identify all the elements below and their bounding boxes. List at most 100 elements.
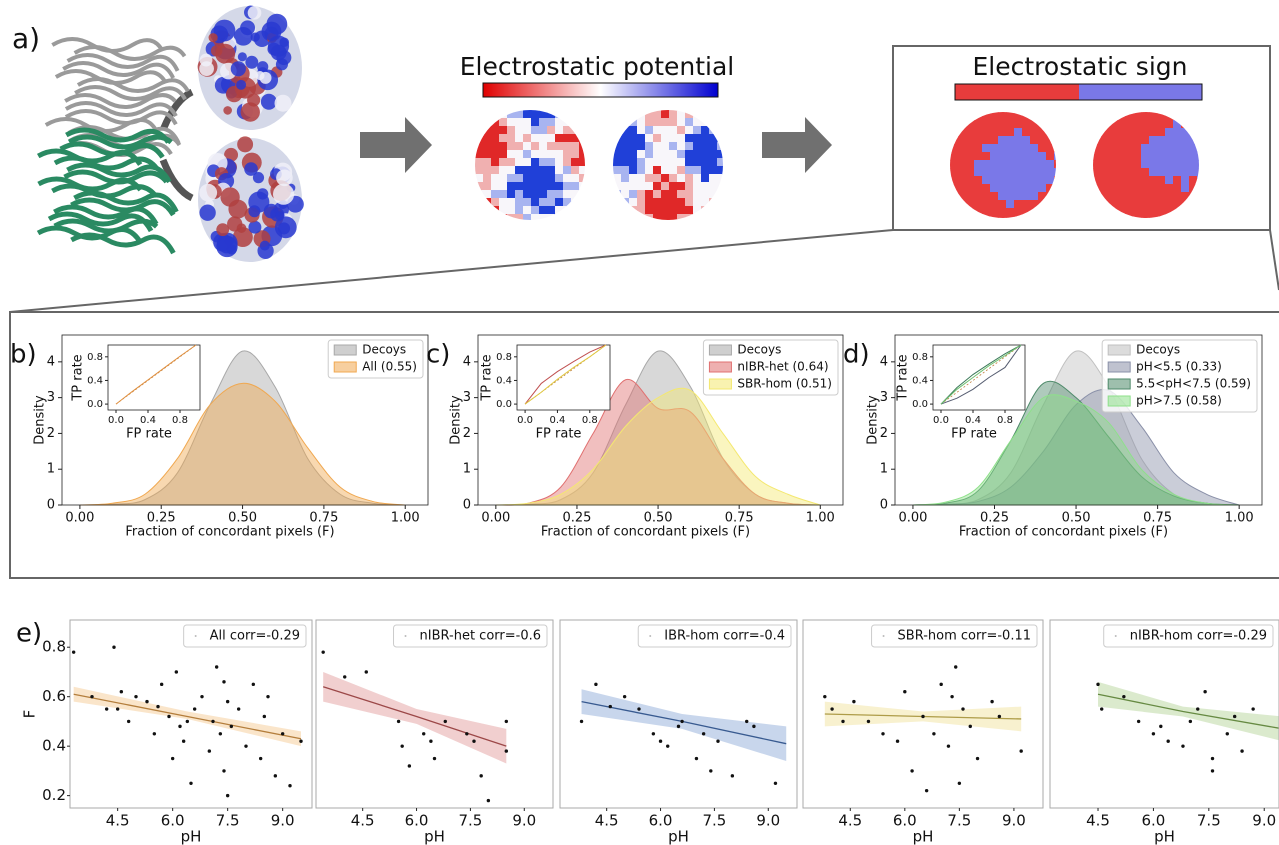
pixel [539,142,548,151]
pixel [637,166,646,175]
panel-label: c) [426,340,450,370]
pixel [982,176,991,185]
pixel [1133,208,1142,217]
surface-patch [244,162,258,176]
pixel [621,214,630,220]
point [299,739,303,743]
density-area [912,380,1240,506]
point [396,719,401,724]
pixel [507,110,516,119]
pixel [1014,208,1023,217]
pixel [475,142,484,151]
pixel [701,214,710,220]
pixel [1197,192,1199,201]
pixel [637,110,646,119]
x-tick-label: 6.0 [161,812,185,830]
pixel [1197,120,1199,129]
pixel [539,150,548,159]
pixel [1141,112,1150,121]
pixel [1046,200,1055,209]
pixel [499,142,508,151]
legend: Decoys pH<5.5 (0.33) 5.5<pH<7.5 (0.59) pH>7… [1101,339,1258,413]
point [343,675,347,679]
pixel [613,150,622,159]
pixel [958,184,967,193]
pixel [653,182,662,191]
pixel [717,142,723,151]
point [975,756,980,761]
pixel [677,134,686,143]
point [961,707,965,711]
pixel [1014,120,1023,129]
pixel [958,176,967,185]
legend-marker [649,635,652,637]
pixel [523,134,532,143]
surface-patch [240,102,260,122]
pixel [693,118,702,127]
pixel [669,110,678,119]
pixel [483,206,492,215]
x-axis-label: pH [424,828,445,845]
point [997,714,1002,719]
pixel [1030,216,1039,218]
pixel [571,198,580,207]
pixel [1038,152,1047,161]
inset-frame [107,344,201,411]
pixel [523,142,532,151]
x-tick-label: 4.5 [351,812,375,830]
pixel [1149,184,1158,193]
pixel [982,144,991,153]
point [236,707,241,711]
pixel [1165,216,1174,218]
pixel [515,206,524,215]
pixel [966,208,975,217]
pixel [1181,192,1190,201]
pixel [990,152,999,161]
pixel [555,198,564,207]
x-axis-label: pH [1154,828,1175,845]
x-tick-label: 1.00 [806,511,835,526]
pixel [1038,136,1047,145]
pixel [1141,160,1150,169]
pixel [531,126,540,135]
legend: nIBR-hom corr=-0.29 [1103,624,1274,648]
pixel [1181,144,1190,153]
x-tick-label: 0.25 [562,511,591,526]
pixel [1173,160,1182,169]
x-tick-label: 0.75 [309,511,338,526]
pixel [1149,216,1158,218]
pixel [1006,152,1015,161]
pixel [523,118,532,127]
pixel [990,184,999,193]
pixel [1141,120,1150,129]
pixel [515,118,524,127]
pixel [1054,192,1056,201]
pixel [1038,184,1047,193]
surface-patch [260,93,277,110]
protein-ribbon [73,190,179,214]
pixel [974,200,983,209]
pixel [1093,176,1102,185]
pixel [523,166,532,175]
pixel [950,160,959,169]
legend-swatch [333,361,357,373]
pixel [669,126,678,135]
x-tick-label: 0.50 [1062,511,1091,526]
pixel [661,134,670,143]
pixel [693,190,702,199]
pixel [990,120,999,129]
pixel [701,118,710,127]
plot-frame [894,334,1263,506]
pixel [1109,184,1118,193]
pixel [1133,176,1142,185]
pixel [1054,200,1056,209]
y-axis-label: Density [449,395,464,445]
legend-frame [702,339,839,396]
pixel [1038,128,1047,137]
point [676,724,681,729]
pixel [669,182,678,191]
pixel [1101,120,1110,129]
pixel [563,174,572,183]
pixel [523,158,532,167]
point [1240,749,1244,753]
